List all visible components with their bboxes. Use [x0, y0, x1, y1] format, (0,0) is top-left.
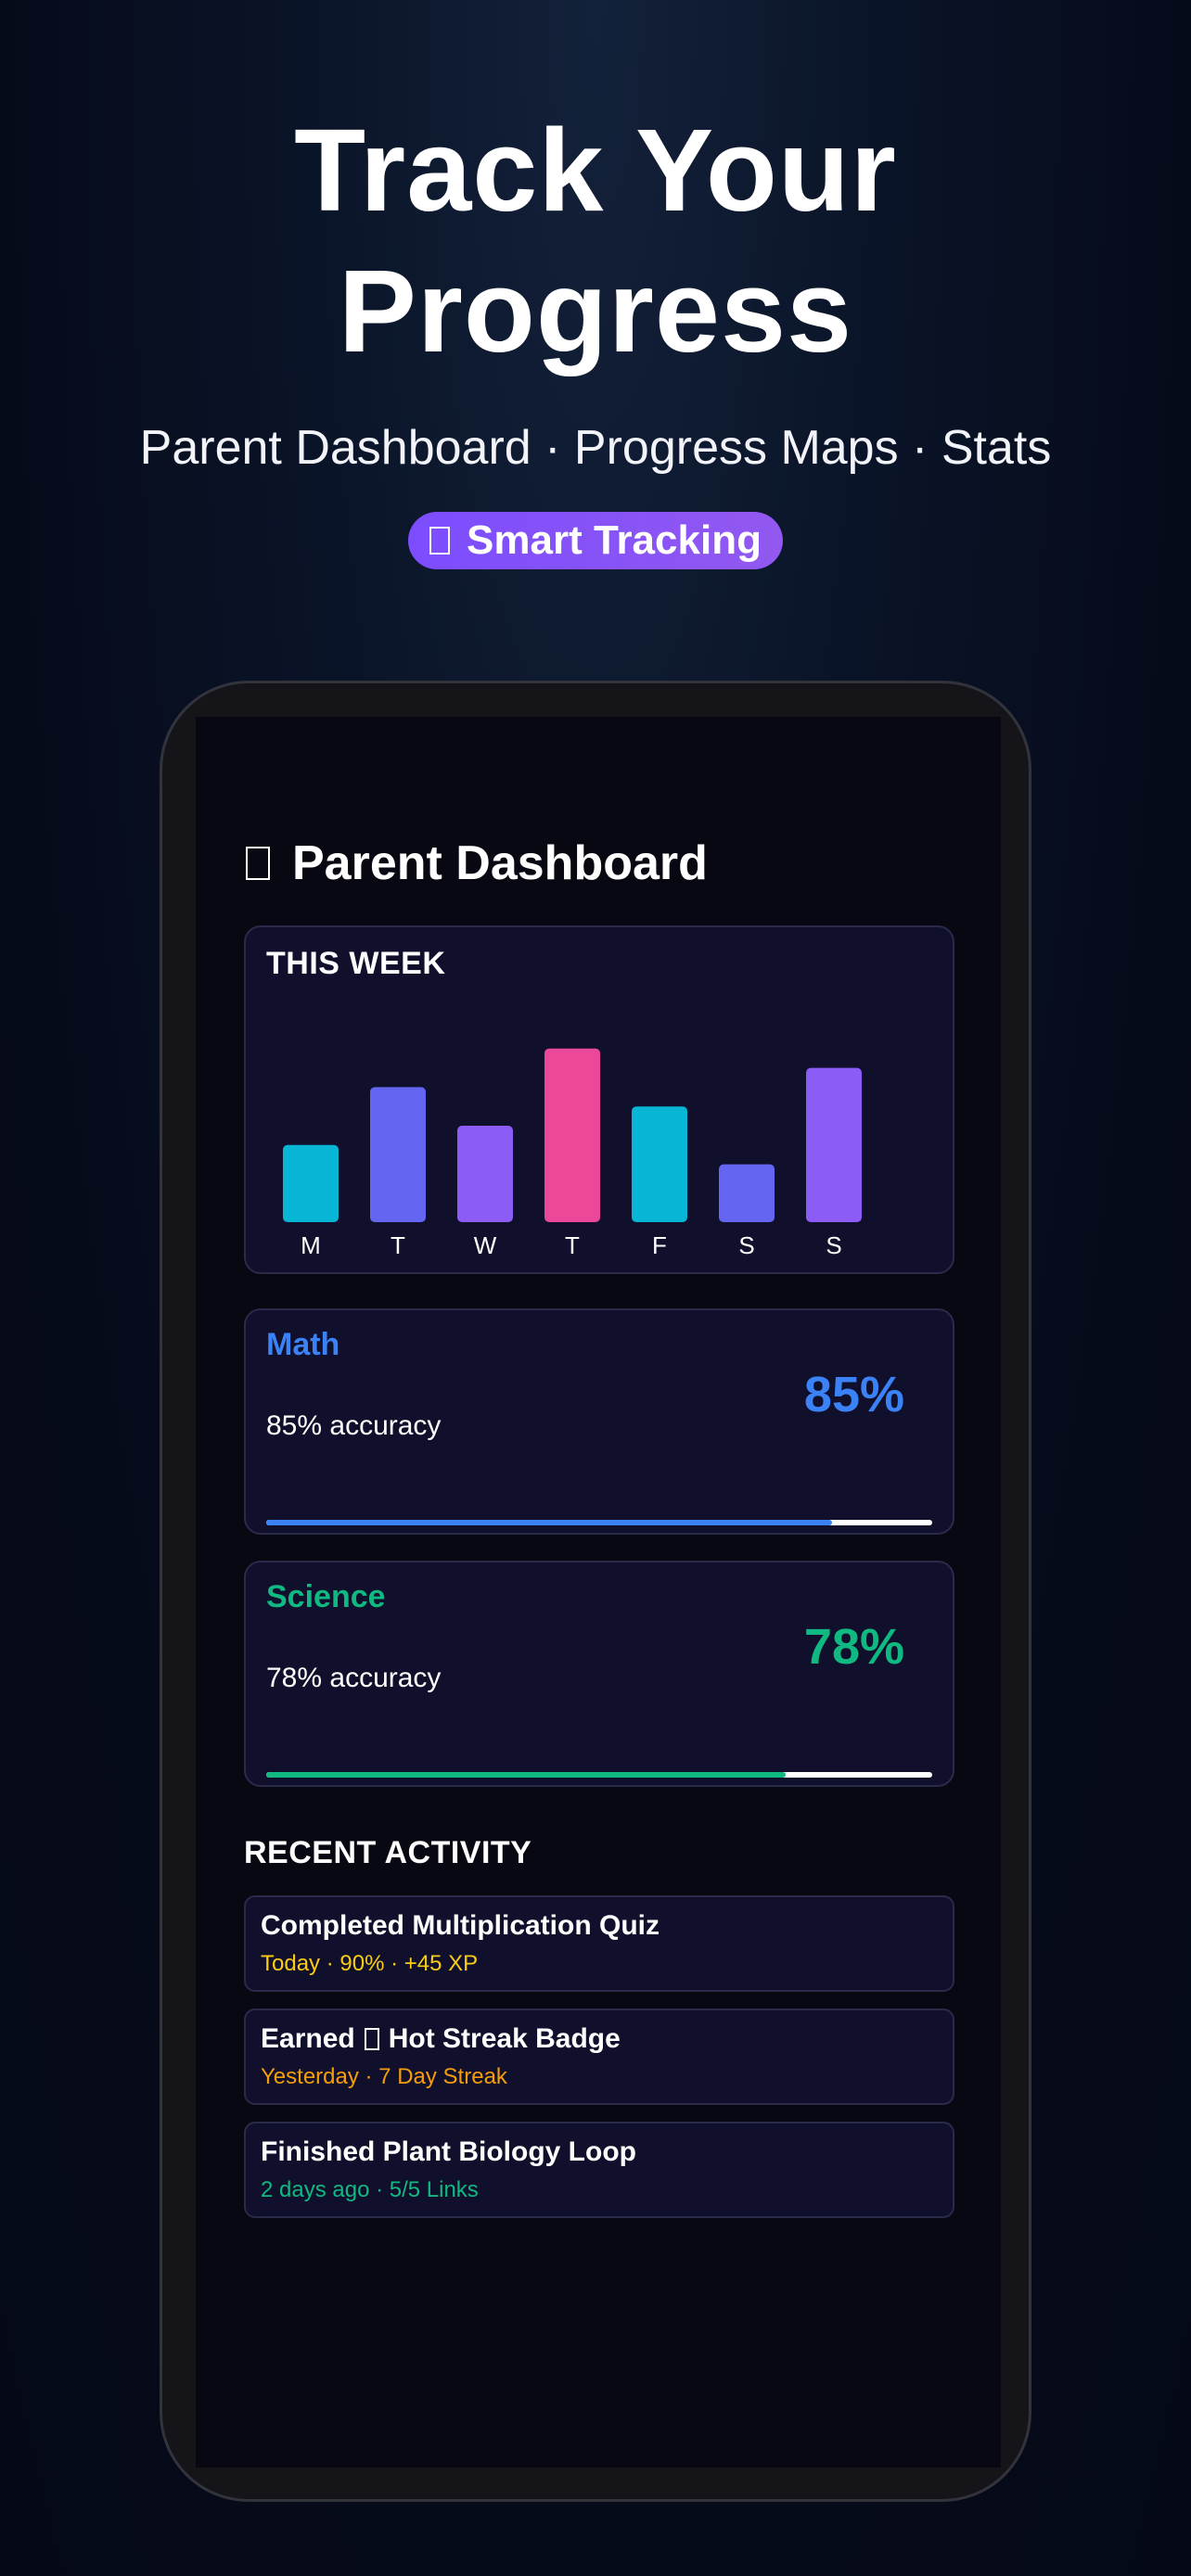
chart-bar-3 [544, 1048, 600, 1222]
math-progress-card[interactable]: Math 85% accuracy 85% [244, 1308, 954, 1535]
math-subject-name: Math [266, 1327, 340, 1362]
chart-tick-label-3: T [565, 1231, 580, 1259]
activity-item[interactable]: Finished Plant Biology Loop 2 days ago ·… [244, 2122, 954, 2218]
math-progress-bar [266, 1520, 932, 1525]
science-accuracy-text: 78% accuracy [266, 1663, 442, 1693]
chart-bar-6 [806, 1067, 862, 1222]
activity-title-suffix: Hot Streak Badge [388, 2023, 621, 2054]
science-progress-card[interactable]: Science 78% accuracy 78% [244, 1561, 954, 1787]
chart-bar-5 [719, 1164, 775, 1222]
smart-tracking-badge: Smart Tracking [408, 512, 783, 569]
chart-tick-label-6: S [826, 1231, 841, 1259]
chart-bar-0 [283, 1144, 339, 1222]
chart-tick-label-4: F [652, 1231, 667, 1259]
chart-title: THIS WEEK [266, 946, 446, 981]
fire-icon [364, 2028, 379, 2050]
science-subject-name: Science [266, 1579, 386, 1614]
hero-subtitle: Parent Dashboard · Progress Maps · Stats [139, 421, 1052, 475]
activity-title: Completed Multiplication Quiz [261, 1910, 660, 1941]
activity-meta: Yesterday · 7 Day Streak [261, 2064, 507, 2089]
science-progress-fill [266, 1772, 787, 1778]
activity-title: Earned Hot Streak Badge [261, 2023, 621, 2055]
activity-meta: 2 days ago · 5/5 Links [261, 2177, 479, 2202]
chart-bar-4 [632, 1106, 687, 1222]
chart-bar-1 [370, 1087, 426, 1222]
activity-meta: Today · 90% · +45 XP [261, 1951, 479, 1976]
math-percent: 85% [803, 1367, 904, 1422]
hero-title: Track Your Progress [0, 100, 1191, 382]
science-progress-bar [266, 1772, 932, 1778]
activity-item[interactable]: Earned Hot Streak Badge Yesterday · 7 Da… [244, 2009, 954, 2105]
math-progress-fill [266, 1520, 833, 1525]
chart-tick-label-0: M [301, 1231, 321, 1259]
dashboard-title: Parent Dashboard [246, 835, 708, 891]
chart-tick-label-5: S [738, 1231, 754, 1259]
smart-tracking-label: Smart Tracking [467, 517, 762, 563]
recent-activity-title: RECENT ACTIVITY [244, 1835, 532, 1870]
weekly-chart-card: THIS WEEK M T W T F S S [244, 925, 954, 1274]
activity-title: Finished Plant Biology Loop [261, 2136, 636, 2167]
activity-title-prefix: Earned [261, 2023, 355, 2054]
activity-item[interactable]: Completed Multiplication Quiz Today · 90… [244, 1895, 954, 1992]
phone-screen: Parent Dashboard THIS WEEK M T W T F S S Math … [196, 717, 1001, 2468]
dashboard-title-text: Parent Dashboard [292, 836, 708, 890]
hero-title-line-1: Track Your [294, 105, 897, 236]
chart-bar-2 [457, 1126, 513, 1222]
sparkle-icon [429, 527, 451, 555]
phone-mockup: Parent Dashboard THIS WEEK M T W T F S S Math … [160, 681, 1031, 2502]
chart-tick-label-1: T [391, 1231, 405, 1259]
hero-title-line-2: Progress [338, 246, 853, 376]
math-accuracy-text: 85% accuracy [266, 1410, 442, 1441]
science-percent: 78% [803, 1619, 904, 1675]
chart-tick-label-2: W [474, 1231, 497, 1259]
chart-icon [246, 847, 270, 880]
